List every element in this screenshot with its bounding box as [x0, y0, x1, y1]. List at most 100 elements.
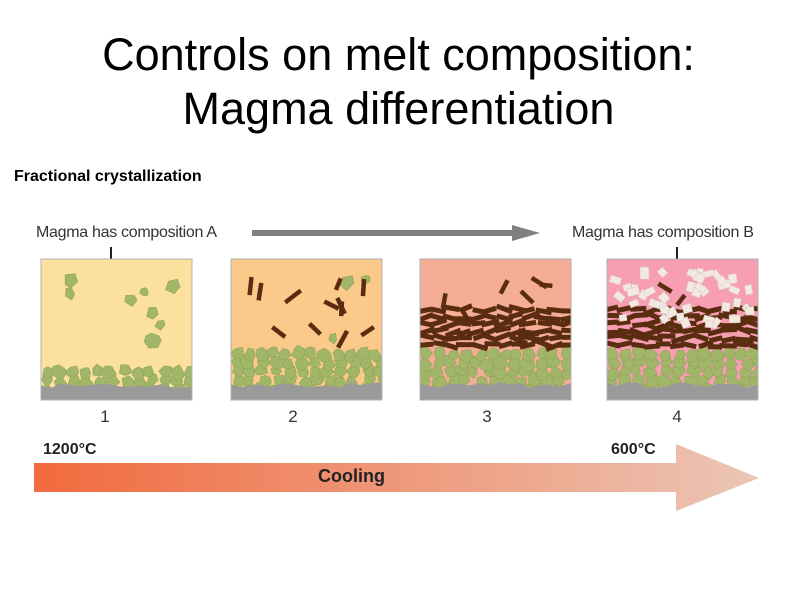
pyroxene-crystal: [745, 318, 758, 329]
pyroxene-crystal: [509, 317, 527, 328]
olivine-crystal: [686, 349, 699, 363]
olivine-crystal: [183, 365, 192, 379]
pyroxene-crystal: [630, 305, 647, 312]
crystallization-stage-4: [606, 258, 759, 401]
pyroxene-crystal: [607, 312, 623, 319]
feldspar-crystal: [639, 266, 650, 280]
pyroxene-crystal: [694, 332, 709, 343]
olivine-crystal: [165, 278, 181, 295]
feldspar-crystal: [608, 274, 622, 286]
pyroxene-crystal: [482, 305, 497, 315]
pyroxene-crystal: [335, 297, 347, 315]
olivine-crystal: [146, 306, 159, 320]
pyroxene-crystal: [721, 335, 737, 344]
feldspar-crystal: [704, 320, 714, 329]
pyroxene-crystal: [495, 303, 513, 315]
feldspar-crystal: [618, 313, 628, 322]
olivine-crystal: [171, 364, 186, 380]
title-line-1: Controls on melt composition:: [102, 29, 695, 80]
olivine-crystal: [233, 375, 247, 388]
chamber-floor: [231, 382, 382, 400]
olivine-crystal: [752, 367, 758, 381]
slide-title: Controls on melt composition: Magma diff…: [0, 28, 797, 136]
pyroxene-crystal: [721, 323, 737, 329]
feldspar-crystal: [658, 313, 670, 325]
feldspar-crystal: [744, 284, 754, 296]
pyroxene-crystal: [466, 327, 485, 338]
olivine-crystal: [139, 287, 149, 297]
pyroxene-crystal: [360, 325, 376, 338]
pyroxene-crystal: [508, 327, 527, 338]
pyroxene-crystal: [719, 343, 737, 349]
stage-number-4: 4: [672, 407, 682, 426]
slide-subtitle: Fractional crystallization: [14, 168, 202, 185]
panel-border: [419, 258, 572, 401]
olivine-crystal: [231, 346, 245, 360]
olivine-crystal: [245, 347, 256, 362]
pyroxene-crystal: [533, 314, 549, 322]
pyroxene-crystal: [644, 327, 663, 337]
pyroxene-crystal: [493, 318, 513, 330]
stage-number-3: 3: [482, 407, 492, 426]
pyroxene-crystal: [632, 321, 647, 329]
pyroxene-crystal: [420, 332, 435, 341]
pyroxene-crystal: [494, 331, 512, 342]
caption-composition-b: Magma has composition B: [572, 224, 754, 241]
pyroxene-crystal: [682, 326, 698, 335]
pyroxene-crystal: [521, 306, 536, 315]
feldspar-crystal: [628, 298, 640, 309]
olivine-crystal: [644, 349, 659, 362]
pyroxene-crystal: [557, 342, 571, 348]
pyroxene-crystal: [455, 342, 475, 348]
feldspar-crystal: [694, 281, 708, 294]
pyroxene-crystal: [458, 303, 473, 313]
pyroxene-crystal: [484, 341, 501, 347]
pyroxene-crystal: [670, 328, 686, 334]
pyroxene-crystal: [732, 340, 748, 348]
crystallization-stage-2: [230, 258, 383, 401]
chamber-floor: [607, 382, 758, 400]
pyroxene-crystal: [495, 325, 512, 334]
olivine-crystal: [618, 348, 632, 364]
pyroxene-crystal: [336, 329, 350, 349]
feldspar-crystal: [721, 301, 731, 312]
pyroxene-crystal: [657, 333, 676, 339]
olivine-crystal: [744, 346, 758, 359]
olivine-crystal: [132, 366, 145, 382]
olivine-crystal: [154, 320, 166, 331]
olivine-crystal: [158, 365, 174, 378]
feldspar-crystal: [647, 298, 662, 310]
olivine-crystal: [447, 349, 460, 361]
cooling-arrow: [34, 444, 759, 511]
feldspar-crystal: [732, 297, 742, 308]
pyroxene-crystal: [472, 332, 487, 342]
olivine-crystal: [607, 345, 619, 361]
olivine-crystal: [507, 357, 523, 374]
olivine-crystal: [99, 365, 117, 379]
olivine-crystal: [549, 367, 564, 379]
pyroxene-crystal: [696, 305, 712, 315]
pyroxene-crystal: [323, 299, 340, 311]
olivine-crystal: [344, 348, 356, 364]
olivine-crystal: [265, 346, 279, 360]
pyroxene-crystal: [498, 279, 510, 295]
pyroxene-crystal: [675, 293, 687, 307]
pyroxene-crystal: [548, 328, 563, 336]
pyroxene-crystal: [707, 344, 723, 350]
pyroxene-crystal: [444, 327, 462, 339]
pyroxene-crystal: [618, 332, 634, 341]
olivine-crystal: [42, 366, 55, 379]
chamber-floor: [420, 382, 571, 400]
olivine-crystal: [142, 365, 155, 378]
pyroxene-crystal: [561, 308, 571, 314]
olivine-crystal: [420, 357, 433, 373]
progression-arrow-head: [512, 225, 540, 241]
caption-composition-a: Magma has composition A: [36, 224, 217, 241]
olivine-crystal: [332, 348, 346, 362]
pyroxene-crystal: [428, 317, 448, 328]
feldspar-crystal: [676, 312, 685, 322]
pyroxene-crystal: [744, 327, 758, 335]
temperature-end: 600°C: [611, 441, 656, 458]
pyroxene-crystal: [256, 282, 264, 301]
pyroxene-crystal: [456, 320, 472, 327]
